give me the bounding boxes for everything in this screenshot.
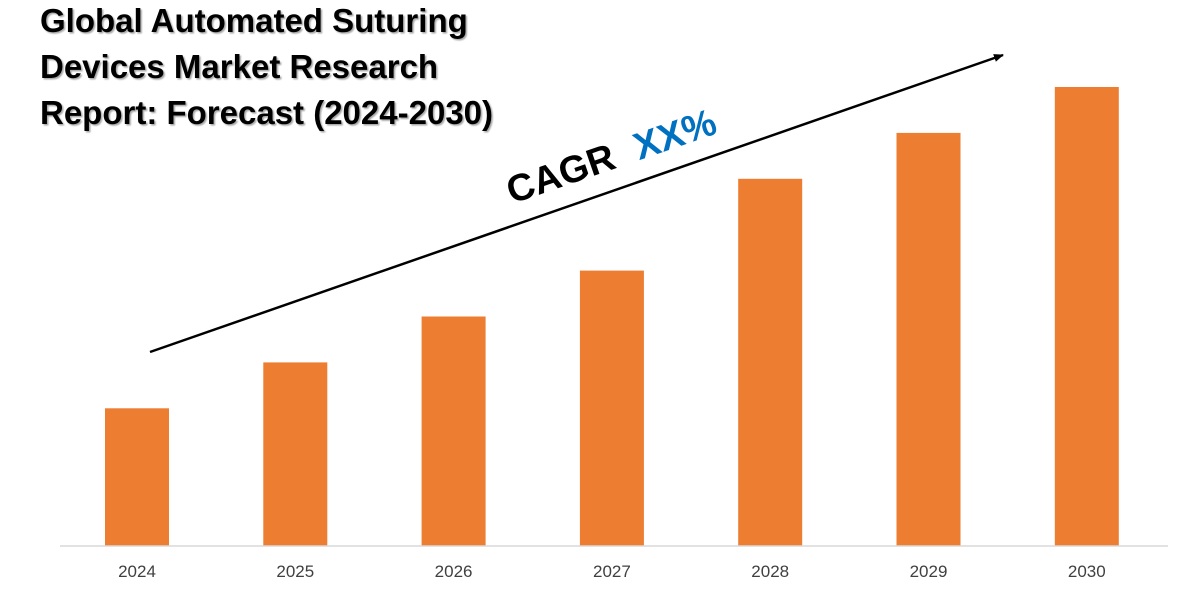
chart-title: Global Automated Suturing Devices Market… [40, 2, 493, 131]
bar-2026 [421, 316, 486, 546]
x-tick-label-2029: 2029 [910, 562, 948, 581]
title-line-2: Devices Market Research [40, 48, 438, 85]
bar-2029 [896, 132, 961, 546]
bar-2024 [105, 408, 169, 546]
x-tick-label-2027: 2027 [593, 562, 631, 581]
bar-2028 [738, 178, 803, 547]
cagr-label: CAGR [501, 136, 620, 212]
trend-arrow [149, 53, 1004, 354]
bar-2030 [1054, 87, 1119, 546]
x-tick-labels: 2024 2025 2026 2027 2028 2029 2030 [118, 562, 1106, 581]
title-line-3: Report: Forecast (2024-2030) [40, 94, 493, 131]
x-tick-label-2025: 2025 [276, 562, 314, 581]
bar-2025 [263, 362, 328, 546]
bar-2027 [579, 270, 644, 546]
cagr-annotation: CAGR XX% [501, 102, 722, 213]
x-tick-label-2024: 2024 [118, 562, 156, 581]
x-tick-label-2028: 2028 [751, 562, 789, 581]
bars-group [105, 87, 1119, 547]
title-line-1: Global Automated Suturing [40, 2, 468, 39]
x-tick-label-2030: 2030 [1068, 562, 1106, 581]
x-tick-label-2026: 2026 [435, 562, 473, 581]
